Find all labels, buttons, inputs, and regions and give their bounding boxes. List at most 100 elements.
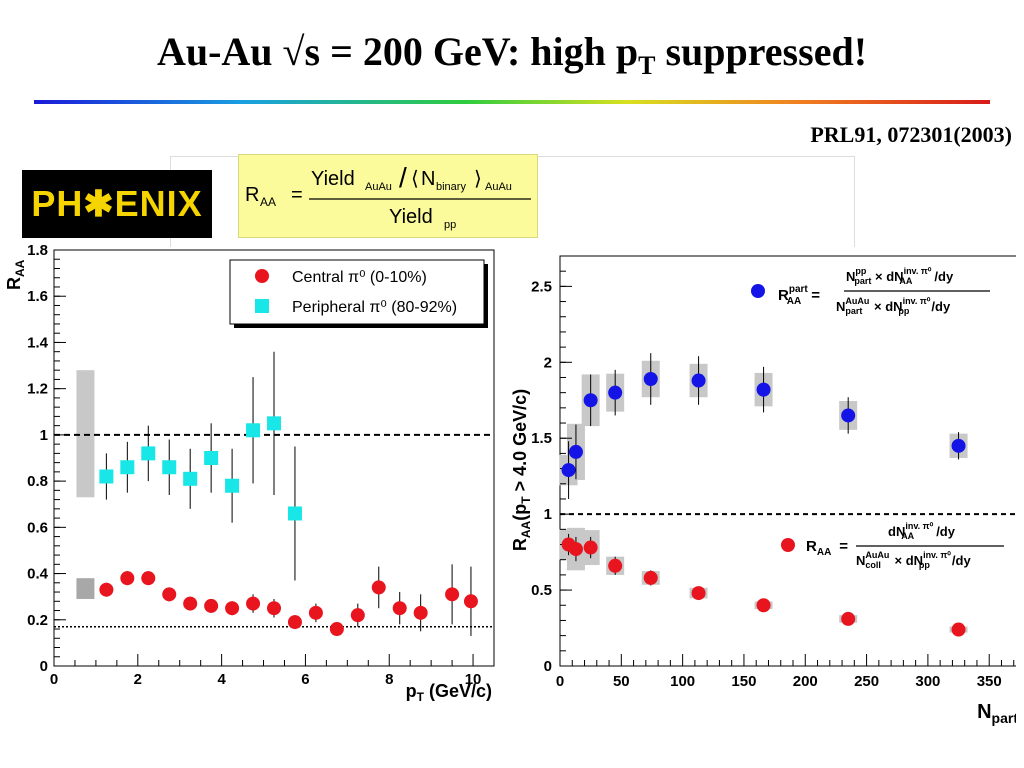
- peripheral-point: [225, 478, 240, 493]
- coll-point: [951, 622, 966, 637]
- legend-marker-central: [255, 269, 269, 283]
- central-point: [99, 582, 114, 597]
- y-tick-label: 1.8: [27, 242, 48, 259]
- central-point: [413, 605, 428, 620]
- central-point: [329, 622, 344, 637]
- y-tick-label: 0.8: [27, 473, 48, 490]
- x-tick-label: 100: [670, 673, 695, 690]
- central-point: [183, 596, 198, 611]
- y-tick-label: 2: [544, 354, 552, 371]
- part-point: [608, 385, 623, 400]
- peripheral-point: [204, 451, 219, 465]
- formula-ncoll-sub: binary: [436, 181, 466, 193]
- x-tick-label: 8: [385, 671, 393, 688]
- peripheral-point: [120, 460, 135, 475]
- y-axis-label: RAA: [4, 259, 27, 290]
- peripheral-point: [246, 423, 261, 438]
- coll-point: [568, 542, 583, 557]
- legend-formula-coll-den: NAuAu coll × dNinv. π⁰ pp/dy: [856, 550, 971, 570]
- central-point: [246, 596, 261, 611]
- y-tick-label: 0: [40, 658, 48, 675]
- title-sub: T: [638, 51, 656, 80]
- peripheral-point: [287, 506, 302, 521]
- formula-num: Yield: [311, 168, 355, 190]
- part-point: [643, 372, 658, 386]
- raa-vs-pt-chart: 0 2 4 6 8 10 0 0.2 0.4 0.6 0.8 1 1.2 1.4 1.6 1.8 Centra…: [4, 242, 495, 704]
- central-point: [308, 605, 323, 620]
- central-point: [287, 615, 302, 630]
- x-tick-label: 350: [977, 673, 1002, 690]
- x-tick-label: 150: [731, 673, 756, 690]
- legend-formula-part-den: NAuAu part × dNinv. π⁰ pp/dy: [836, 296, 951, 316]
- formula-equals: =: [291, 184, 303, 206]
- central-point: [371, 580, 386, 595]
- legend-marker-coll: [781, 538, 795, 552]
- x-tick-label: 2: [134, 671, 142, 688]
- coll-point: [643, 570, 658, 585]
- coll-point: [841, 611, 856, 626]
- y-tick-label: 0.6: [27, 519, 48, 536]
- central-point: [141, 571, 156, 586]
- formula-slash: /: [399, 162, 407, 193]
- x-tick-label: 50: [613, 673, 630, 690]
- legend-label-central: Central π⁰ (0-10%): [292, 269, 427, 286]
- central-point: [445, 587, 460, 602]
- legend-marker-part: [751, 284, 765, 298]
- slide-title: Au-Au √s = 200 GeV: high pT suppressed!: [0, 28, 1024, 81]
- x-tick-label: 250: [854, 673, 879, 690]
- y-tick-label: 0: [544, 658, 552, 675]
- formula-ncoll: N: [421, 168, 435, 190]
- title-main: Au-Au √s = 200 GeV: high p: [156, 29, 639, 74]
- formula-den: Yield: [389, 206, 433, 228]
- part-point: [583, 393, 598, 408]
- title-divider: [34, 100, 990, 104]
- central-point: [162, 587, 177, 602]
- legend-label-part: Rpart AA =: [778, 284, 820, 307]
- x-tick-label: 0: [556, 673, 564, 690]
- formula-lhs: R: [245, 184, 259, 206]
- y-tick-label: 2.5: [531, 278, 552, 295]
- y-axis-label: RAA(pT > 4.0 GeV/c): [510, 389, 533, 551]
- central-point: [350, 608, 365, 623]
- y-tick-label: 1: [544, 506, 552, 523]
- coll-point: [756, 598, 771, 613]
- plot-frame: [559, 255, 1016, 667]
- y-tick-label: 1.5: [531, 430, 552, 447]
- coll-point: [691, 586, 706, 601]
- peripheral-point: [162, 460, 177, 475]
- part-point: [568, 444, 583, 459]
- y-tick-label: 1.6: [27, 288, 48, 305]
- legend-formula-part-num: Npp part × dNinv. π⁰ AA/dy: [846, 266, 954, 286]
- part-point: [756, 382, 771, 397]
- title-tail: suppressed!: [655, 29, 868, 74]
- formula-langle: ⟨: [411, 168, 419, 190]
- y-tick-label: 1: [40, 427, 48, 444]
- x-tick-label: 0: [50, 671, 58, 688]
- peripheral-point: [99, 469, 114, 484]
- coll-point: [608, 558, 623, 573]
- central-point: [463, 594, 478, 609]
- y-tick-label: 0.2: [27, 612, 48, 629]
- y-tick-label: 1.2: [27, 381, 48, 398]
- raa-vs-npart-chart: 0 50 100 150 200 250 300 350 0 0.5 1 1.5 2 2.5 Rpart A…: [510, 255, 1016, 726]
- formula-den-sub: pp: [444, 219, 456, 231]
- part-point: [951, 438, 966, 453]
- y-tick-label: 0.4: [27, 566, 49, 583]
- coll-point: [583, 540, 598, 555]
- x-tick-label: 4: [217, 671, 226, 688]
- central-point: [392, 601, 407, 616]
- y-tick-label: 1.4: [27, 334, 49, 351]
- peripheral-point: [141, 446, 156, 461]
- formula-num-sub: AuAu: [365, 181, 392, 193]
- x-tick-label: 6: [301, 671, 309, 688]
- systematic-band: [76, 370, 95, 498]
- systematic-band: [76, 578, 95, 599]
- central-point: [267, 601, 281, 616]
- y-tick-label: 0.5: [531, 582, 552, 599]
- peripheral-point: [267, 416, 281, 431]
- x-axis-label: pT (GeV/c): [406, 681, 492, 704]
- phenix-logo: PH✱ENIX: [22, 170, 212, 238]
- legend-marker-peripheral: [255, 299, 269, 313]
- x-tick-label: 200: [793, 673, 818, 690]
- part-point: [841, 408, 856, 423]
